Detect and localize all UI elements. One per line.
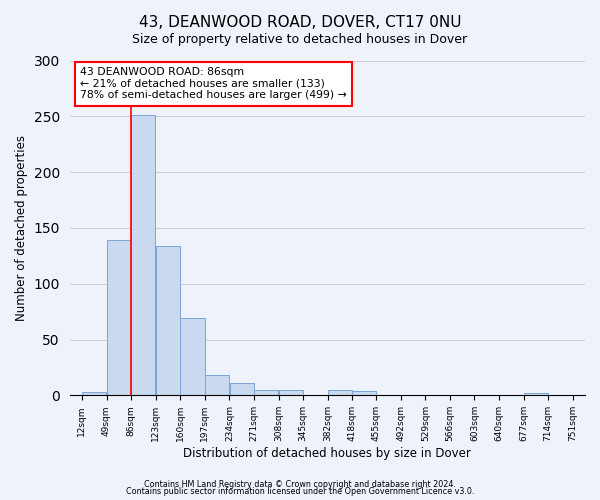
Text: Contains HM Land Registry data © Crown copyright and database right 2024.: Contains HM Land Registry data © Crown c… bbox=[144, 480, 456, 489]
Text: 43 DEANWOOD ROAD: 86sqm
← 21% of detached houses are smaller (133)
78% of semi-d: 43 DEANWOOD ROAD: 86sqm ← 21% of detache… bbox=[80, 67, 347, 100]
Bar bbox=[524, 393, 548, 396]
X-axis label: Distribution of detached houses by size in Dover: Distribution of detached houses by size … bbox=[184, 447, 471, 460]
Bar bbox=[156, 246, 180, 396]
Bar bbox=[107, 240, 131, 396]
Text: 43, DEANWOOD ROAD, DOVER, CT17 0NU: 43, DEANWOOD ROAD, DOVER, CT17 0NU bbox=[139, 15, 461, 30]
Y-axis label: Number of detached properties: Number of detached properties bbox=[15, 135, 28, 321]
Bar bbox=[328, 390, 352, 396]
Bar bbox=[181, 318, 205, 396]
Bar bbox=[82, 392, 106, 396]
Bar bbox=[254, 390, 278, 396]
Text: Contains public sector information licensed under the Open Government Licence v3: Contains public sector information licen… bbox=[126, 487, 474, 496]
Bar bbox=[278, 390, 303, 396]
Bar bbox=[230, 383, 254, 396]
Bar bbox=[352, 391, 376, 396]
Bar bbox=[131, 115, 155, 396]
Bar bbox=[205, 376, 229, 396]
Text: Size of property relative to detached houses in Dover: Size of property relative to detached ho… bbox=[133, 32, 467, 46]
